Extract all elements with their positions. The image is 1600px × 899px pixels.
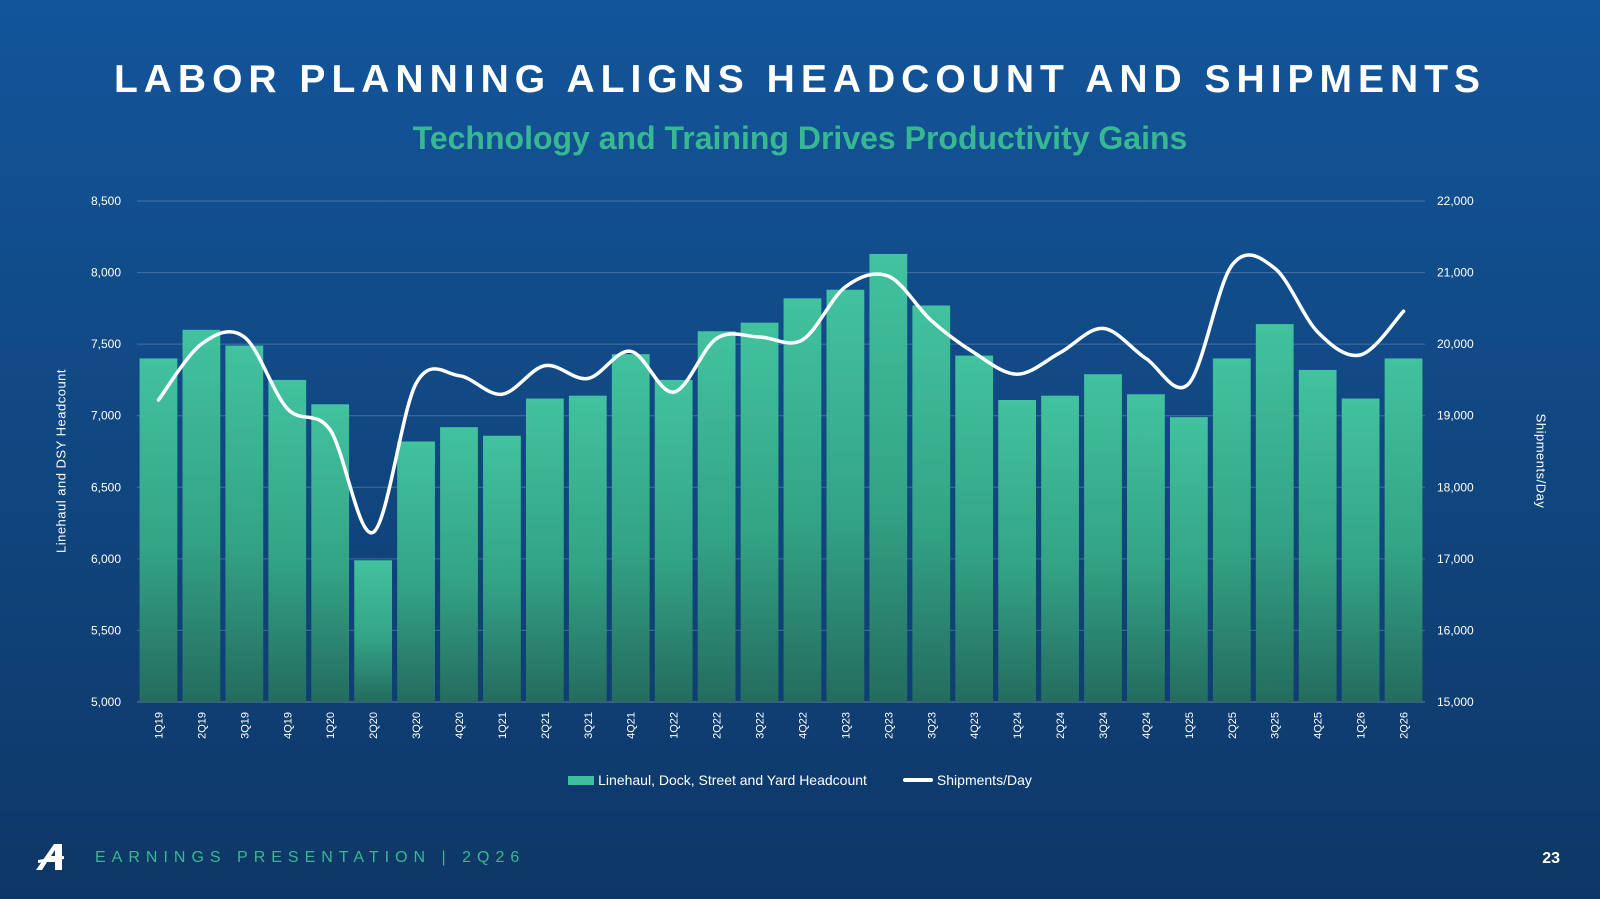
gridlines [137,200,1425,703]
headcount-bar [869,253,908,702]
x-tick-label: 4Q22 [797,712,809,739]
page-subtitle: Technology and Training Drives Productiv… [412,120,1188,156]
headcount-bar [440,427,478,702]
footer-text: EARNINGS PRESENTATION | 2Q26 [95,849,526,866]
x-tick-label: 1Q22 [669,712,681,739]
headcount-bar [1127,394,1165,702]
x-tick-label: 2Q22 [712,712,724,739]
axis-labels: 5,000 5,500 6,000 6,500 7,000 7,500 8,000 8,500… [91,194,1474,739]
headcount-bar [1169,417,1208,702]
x-tick-label: 1Q24 [1012,712,1024,739]
chart-legend: Linehaul, Dock, Street and Yard Headcoun… [0,772,1600,788]
legend-label-headcount: Linehaul, Dock, Street and Yard Headcoun… [598,772,867,788]
right-axis-title: Shipments/Day [1533,413,1549,509]
x-tick-label: 3Q22 [755,712,767,739]
x-tick-label: 1Q21 [497,712,509,739]
x-tick-label: 2Q21 [540,712,552,739]
x-tick-label: 2Q26 [1399,712,1411,739]
headcount-bar [225,345,264,702]
right-tick-label: 22,000 [1437,194,1474,208]
headcount-bar [525,398,564,702]
x-tick-label: 2Q24 [1055,712,1067,739]
headcount-bar [740,322,779,702]
headcount-bar [1084,374,1122,702]
headcount-bar [139,358,178,702]
headcount-bar [826,289,865,702]
legend-line-swatch [902,778,933,782]
x-tick-label: 2Q20 [368,712,380,739]
headcount-bar [697,331,736,702]
x-tick-label: 3Q25 [1270,712,1282,739]
x-tick-label: 1Q19 [153,712,165,739]
right-tick-label: 17,000 [1437,552,1474,566]
headcount-bar [483,435,521,702]
x-tick-label: 4Q24 [1141,712,1153,739]
x-tick-label: 1Q25 [1184,712,1196,739]
legend-bar-swatch [568,775,595,785]
x-tick-label: 4Q21 [626,712,638,739]
headcount-bar [268,379,307,702]
right-tick-label: 19,000 [1437,409,1474,423]
x-tick-label: 4Q19 [282,712,294,739]
right-tick-label: 18,000 [1437,480,1474,494]
headcount-bar [311,404,350,702]
left-tick-label: 5,500 [91,623,121,637]
x-tick-label: 1Q23 [840,712,852,739]
x-tick-label: 4Q25 [1313,712,1325,739]
shipments-line [156,253,1406,535]
left-axis-title: Linehaul and DSY Headcount [53,368,69,554]
headcount-bar [1041,395,1079,702]
legend-label-shipments: Shipments/Day [936,772,1032,788]
headcount-bar [998,399,1037,702]
right-tick-label: 15,000 [1437,695,1474,709]
legend-item-shipments: Shipments/Day [902,772,1032,788]
shipments-line-layer [156,253,1406,535]
x-tick-label: 3Q20 [411,712,423,739]
x-tick-label: 3Q24 [1098,712,1110,739]
headcount-bar [955,355,994,702]
x-tick-label: 2Q19 [196,712,208,739]
x-tick-label: 2Q23 [883,712,895,739]
legend-item-headcount: Linehaul, Dock, Street and Yard Headcoun… [568,772,867,788]
left-tick-label: 6,500 [91,480,121,494]
x-tick-label: 4Q20 [454,712,466,739]
x-tick-label: 3Q19 [239,712,251,739]
left-tick-label: 5,000 [91,695,121,709]
headcount-bar [568,395,607,702]
company-logo-a-icon [36,844,64,870]
right-tick-label: 20,000 [1437,337,1474,351]
headcount-bar [912,305,951,702]
headcount-bar [1341,398,1380,702]
headcount-bar [611,354,650,702]
left-tick-label: 6,000 [91,552,121,566]
right-tick-label: 21,000 [1437,266,1474,280]
page-title: LABOR PLANNING ALIGNS HEADCOUNT AND SHIP… [113,58,1487,101]
headcount-bar [182,329,221,702]
headcount-bar [1384,358,1423,702]
headcount-bar [354,560,393,702]
headcount-bar [397,441,435,702]
headcount-bars [139,253,1423,702]
page-number: 23 [1542,850,1560,867]
x-tick-label: 3Q21 [583,712,595,739]
x-tick-label: 1Q20 [325,712,337,739]
headcount-bar [654,379,693,702]
headcount-bar [783,298,822,702]
right-tick-label: 16,000 [1437,623,1474,637]
left-tick-label: 8,500 [91,194,121,208]
left-tick-label: 8,000 [91,266,121,280]
headcount-bar [1298,369,1337,702]
x-tick-label: 2Q25 [1227,712,1239,739]
headcount-bar [1212,358,1251,702]
headcount-bar [1255,324,1294,702]
left-tick-label: 7,500 [91,337,121,351]
left-tick-label: 7,000 [91,409,121,423]
x-tick-label: 4Q23 [969,712,981,739]
x-tick-label: 3Q23 [926,712,938,739]
x-tick-label: 1Q26 [1356,712,1368,739]
